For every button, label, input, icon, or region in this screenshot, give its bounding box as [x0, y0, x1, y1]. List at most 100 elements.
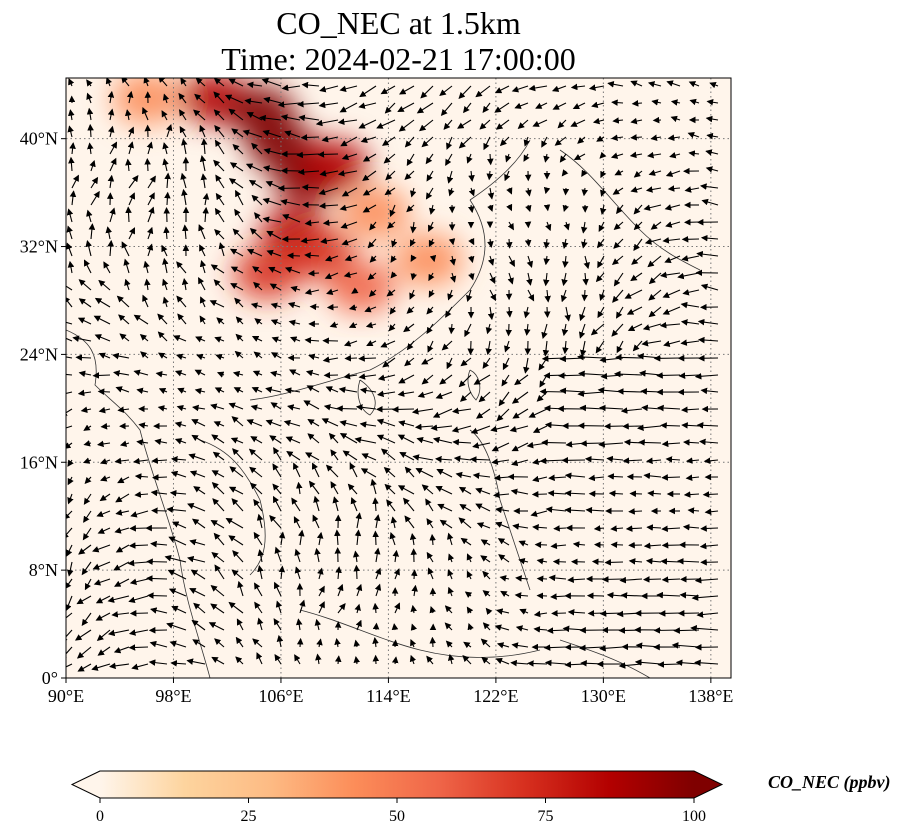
wind-arrow — [483, 136, 491, 151]
wind-arrow — [480, 638, 491, 648]
wind-arrow — [343, 340, 358, 347]
wind-arrow — [511, 391, 529, 404]
wind-arrow — [369, 221, 377, 231]
wind-arrow — [169, 640, 187, 648]
wind-arrow — [235, 316, 244, 325]
wind-arrow — [338, 386, 358, 394]
wind-arrow — [662, 237, 681, 244]
wind-arrow — [380, 448, 396, 461]
wind-arrow — [444, 622, 453, 631]
wind-arrow — [164, 554, 187, 563]
wind-arrow — [699, 438, 719, 446]
wind-arrow — [289, 336, 301, 343]
wind-arrow — [482, 102, 491, 113]
wind-arrow — [532, 425, 548, 433]
wind-arrow — [614, 169, 624, 176]
wind-arrow — [275, 600, 283, 614]
wind-arrow — [694, 372, 719, 380]
colorbar-tick-label: 100 — [682, 808, 706, 825]
wind-arrow — [447, 289, 454, 301]
wind-arrow — [409, 289, 416, 300]
wind-arrow — [139, 333, 149, 342]
wind-arrow — [355, 512, 362, 529]
wind-arrow — [107, 90, 115, 104]
wind-arrow — [308, 480, 320, 495]
wind-arrow — [315, 653, 322, 665]
wind-arrow — [318, 187, 339, 196]
wind-arrow — [83, 259, 92, 274]
wind-arrow — [229, 162, 244, 172]
wind-arrow — [82, 527, 92, 541]
wind-arrow — [180, 78, 187, 87]
wind-arrow — [399, 451, 415, 461]
wind-arrow — [429, 254, 437, 263]
wind-arrow — [142, 294, 149, 308]
wind-arrow — [595, 340, 605, 354]
wind-arrow — [107, 108, 115, 121]
wind-arrow — [647, 255, 662, 268]
wind-arrow — [585, 506, 605, 514]
wind-arrow — [113, 561, 130, 571]
wind-arrow — [645, 186, 662, 193]
wind-arrow — [133, 314, 149, 325]
wind-arrow — [66, 629, 73, 643]
wind-arrow — [458, 85, 472, 99]
wind-arrow — [390, 271, 398, 279]
wind-arrow — [410, 569, 418, 580]
wind-arrow — [126, 90, 134, 104]
wind-arrow — [709, 81, 719, 89]
wind-arrow — [394, 602, 401, 614]
wind-arrow — [147, 175, 156, 189]
wind-arrow — [191, 434, 206, 444]
wind-arrow — [186, 658, 206, 665]
wind-arrow — [212, 498, 225, 512]
wind-arrow — [189, 470, 206, 478]
wind-arrow — [670, 99, 681, 106]
wind-arrow — [77, 389, 92, 397]
wind-arrow — [490, 425, 510, 433]
wind-vectors — [66, 78, 719, 672]
wind-arrow — [66, 510, 73, 520]
wind-arrow — [129, 610, 149, 617]
wind-arrow — [417, 391, 434, 398]
wind-arrow — [171, 605, 187, 614]
wind-arrow — [235, 333, 244, 342]
wind-arrow — [359, 387, 377, 394]
wind-arrow — [506, 203, 513, 212]
wind-arrow — [273, 618, 282, 631]
wind-arrow — [578, 370, 605, 378]
wind-arrow — [195, 336, 206, 343]
wind-arrow — [210, 603, 225, 614]
wind-arrow — [149, 640, 168, 648]
wind-arrow — [317, 151, 339, 158]
wind-arrow — [274, 546, 282, 563]
wind-arrow — [647, 490, 662, 497]
wind-arrow — [680, 339, 700, 346]
wind-arrow — [681, 406, 700, 414]
wind-arrow — [202, 206, 209, 223]
coastline-indochina — [66, 329, 211, 678]
wind-arrow — [231, 569, 244, 580]
wind-arrow — [173, 335, 187, 342]
wind-arrow — [254, 601, 263, 614]
wind-arrow — [332, 496, 339, 512]
wind-arrow — [447, 586, 454, 597]
wind-arrow — [651, 99, 662, 106]
wind-arrow — [77, 663, 92, 672]
wind-arrow — [491, 442, 510, 452]
wind-arrow — [421, 484, 434, 495]
wind-arrow — [564, 472, 586, 480]
wind-arrow — [617, 388, 643, 395]
wind-arrow — [209, 300, 225, 308]
lat-tick-label: 8°N — [29, 560, 58, 580]
wind-arrow — [406, 204, 415, 213]
wind-arrow — [211, 552, 225, 563]
wind-arrow — [616, 204, 624, 215]
wind-arrow — [421, 374, 434, 385]
wind-arrow — [397, 102, 415, 113]
wind-arrow — [435, 391, 453, 399]
wind-arrow — [489, 272, 496, 284]
wind-arrow — [661, 474, 681, 481]
wind-arrow — [487, 306, 495, 321]
wind-arrow — [397, 434, 415, 444]
